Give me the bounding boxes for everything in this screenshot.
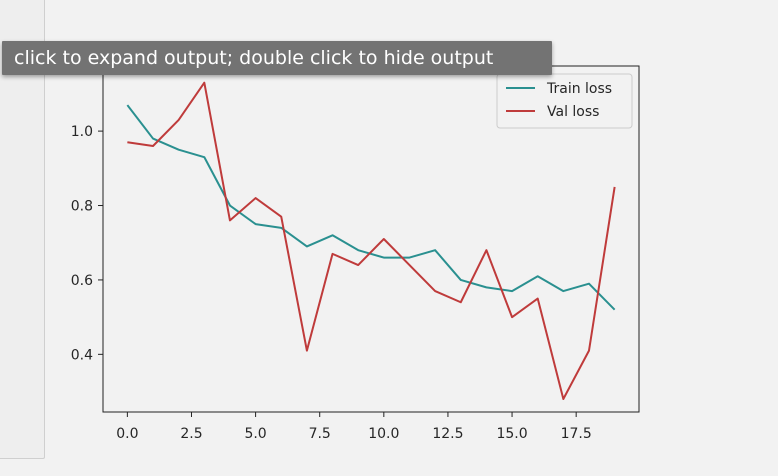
plot-layer [126,81,616,400]
y-tick-label: 0.4 [71,347,93,363]
x-tick-label: 10.0 [368,426,399,442]
legend: Train loss Val loss [496,73,633,129]
x-tick-label: 12.5 [432,426,463,442]
x-tick-label: 0.0 [116,426,138,442]
x-tick-label: 15.0 [496,426,527,442]
x-tick-label: 5.0 [244,426,266,442]
expand-output-tooltip[interactable]: click to expand output; double click to … [2,41,552,75]
ticks-layer: 0.0 2.5 5.0 7.5 10.0 12.5 15.0 17.5 0.4 0.6 0.8 1.0 [71,124,592,442]
series-line-train-loss [126,104,616,311]
y-tick-label: 1.0 [71,124,93,140]
legend-label-train-loss: Train loss [546,81,612,97]
legend-label-val-loss: Val loss [547,104,599,120]
x-tick-label: 7.5 [309,426,331,442]
x-tick-label: 17.5 [561,426,592,442]
output-prompt-area[interactable] [0,0,45,459]
y-tick-label: 0.8 [71,199,93,215]
y-tick-label: 0.6 [71,273,93,289]
series-line-val-loss [127,81,616,400]
x-tick-label: 2.5 [180,426,202,442]
